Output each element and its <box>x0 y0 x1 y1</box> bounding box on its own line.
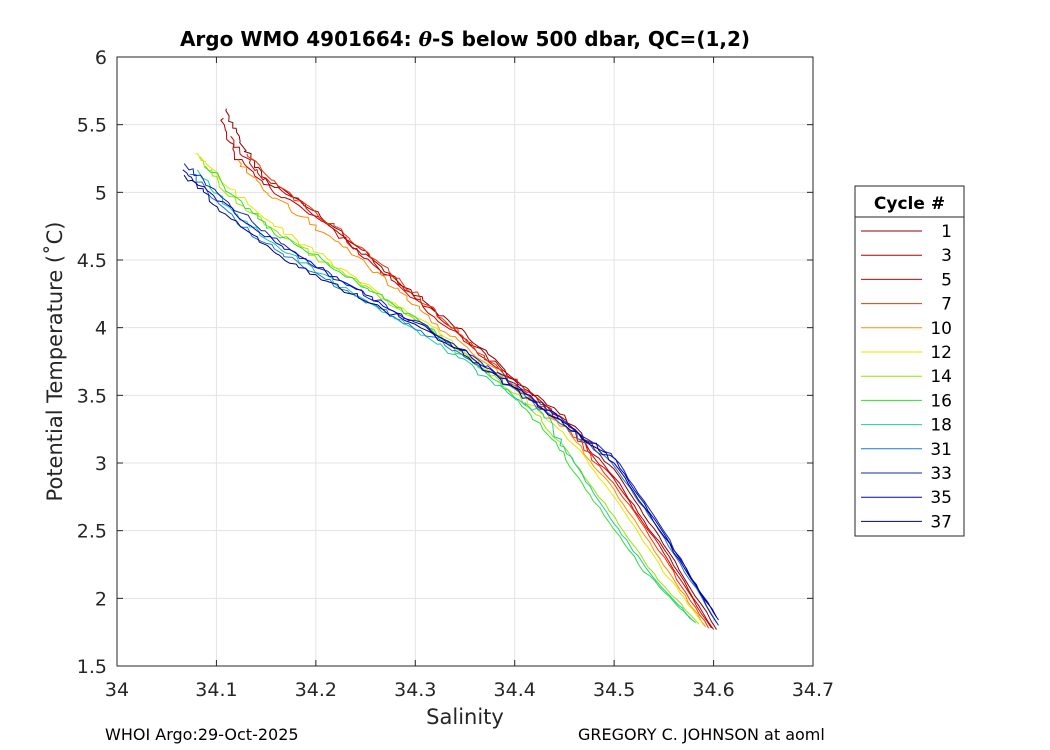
x-tick-label: 34.7 <box>792 679 834 701</box>
series-line-cycle-12 <box>195 153 705 626</box>
legend-label-cycle-18: 18 <box>930 416 952 436</box>
series-line-cycle-18 <box>196 169 695 622</box>
series-line-cycle-1 <box>225 108 718 630</box>
x-axis-label: Salinity <box>426 705 504 729</box>
y-tick-label: 2 <box>95 588 107 610</box>
legend-label-cycle-12: 12 <box>930 343 952 363</box>
legend-label-cycle-33: 33 <box>930 464 952 484</box>
y-tick-label: 6 <box>95 47 107 69</box>
axes-box <box>116 56 814 667</box>
y-tick-label: 1.5 <box>77 656 107 678</box>
legend-label-cycle-5: 5 <box>941 270 952 290</box>
series-line-cycle-35 <box>182 169 719 621</box>
series-line-cycle-31 <box>189 173 718 623</box>
y-tick-label: 4.5 <box>77 250 107 272</box>
legend-label-cycle-10: 10 <box>930 319 952 339</box>
x-tick-label: 34.1 <box>195 679 237 701</box>
x-tick-label: 34.3 <box>394 679 436 701</box>
footer-author: GREGORY C. JOHNSON at aoml <box>578 725 825 744</box>
legend-label-cycle-37: 37 <box>930 512 952 532</box>
y-tick-label: 3 <box>95 453 107 475</box>
y-axis-label: Potential Temperature (˚C) <box>43 222 67 502</box>
legend-box <box>854 185 965 537</box>
y-tick-label: 3.5 <box>77 385 107 407</box>
legend-label-cycle-1: 1 <box>941 222 952 242</box>
footer-date: WHOI Argo:29-Oct-2025 <box>105 725 299 744</box>
x-tick-label: 34.4 <box>494 679 536 701</box>
series-line-cycle-37 <box>183 174 718 618</box>
series-line-cycle-7 <box>246 153 710 629</box>
legend-label-cycle-16: 16 <box>930 391 952 411</box>
series-line-cycle-10 <box>237 159 706 628</box>
legend-label-cycle-14: 14 <box>930 367 952 387</box>
y-tick-label: 5 <box>95 182 107 204</box>
legend-label-cycle-7: 7 <box>941 295 952 315</box>
legend-title: Cycle # <box>874 194 945 214</box>
chart-title: Argo WMO 4901664: θ-S below 500 dbar, QC… <box>180 27 750 51</box>
x-tick-label: 34 <box>105 679 129 701</box>
legend-label-cycle-3: 3 <box>941 246 952 266</box>
y-tick-label: 2.5 <box>77 521 107 543</box>
plot-area <box>117 57 813 666</box>
legend-label-cycle-35: 35 <box>930 488 952 508</box>
y-tick-label: 5.5 <box>77 115 107 137</box>
x-tick-label: 34.2 <box>295 679 337 701</box>
x-tick-label: 34.5 <box>593 679 635 701</box>
series-line-cycle-5 <box>230 135 713 629</box>
series-line-cycle-14 <box>199 156 700 625</box>
y-tick-label: 4 <box>95 318 107 340</box>
x-tick-label: 34.6 <box>692 679 734 701</box>
legend-label-cycle-31: 31 <box>930 440 952 460</box>
